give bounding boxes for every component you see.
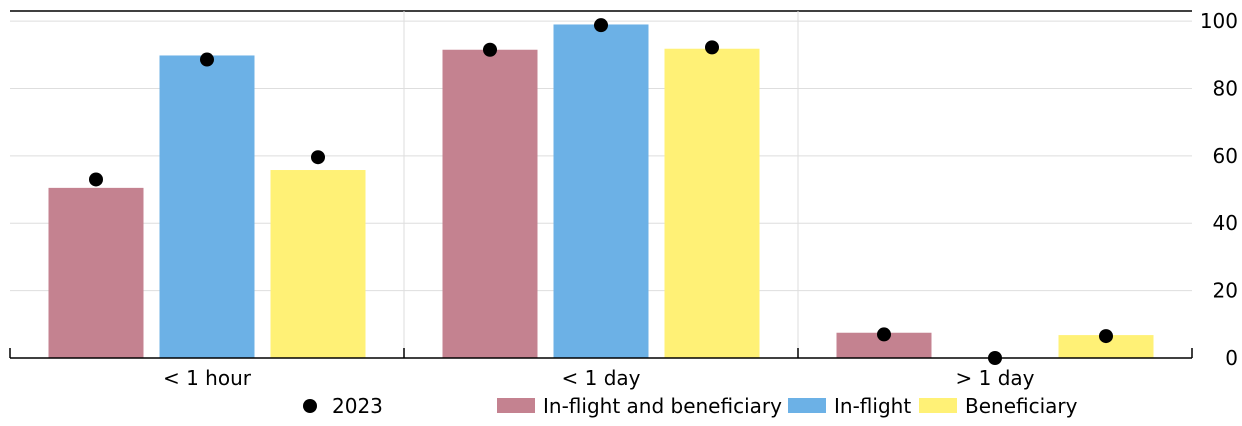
y-tick-label: 100: [1200, 9, 1238, 33]
y-tick-label: 40: [1213, 211, 1238, 235]
legend-label: Beneficiary: [965, 394, 1078, 418]
y-tick-label: 20: [1213, 279, 1238, 303]
y-tick-label: 80: [1213, 76, 1238, 100]
category-label: < 1 day: [562, 366, 641, 390]
bar: [442, 49, 538, 359]
overlay-dot-2023: [483, 42, 497, 57]
legend-label: In-flight and beneficiary: [543, 394, 782, 418]
bar: [270, 170, 366, 358]
bar: [1058, 335, 1154, 358]
legend-label-2023: 2023: [332, 394, 383, 418]
y-tick-label: 0: [1225, 346, 1238, 370]
legend-swatch: [788, 398, 826, 413]
bars: [48, 24, 1154, 359]
overlay-dot-2023: [594, 18, 608, 33]
overlay-dot-2023: [200, 52, 214, 67]
legend-swatch: [919, 398, 957, 413]
legend-marker-2023: [303, 399, 317, 413]
category-label: < 1 hour: [163, 366, 252, 390]
legend-swatch: [497, 398, 535, 413]
y-axis-ticks: 0 20 40 60 80 100: [1200, 9, 1238, 370]
overlay-dot-2023: [311, 150, 325, 165]
legend-label: In-flight: [834, 394, 911, 418]
overlay-dot-2023: [89, 172, 103, 187]
y-tick-label: 60: [1213, 144, 1238, 168]
overlay-dot-2023: [705, 40, 719, 55]
overlay-dot-2023: [1099, 329, 1113, 344]
bar: [159, 55, 255, 358]
bar: [553, 24, 649, 358]
bar: [664, 48, 760, 358]
overlay-dot-2023: [877, 327, 891, 342]
legend: 2023 In-flight and beneficiary In-flight Be…: [303, 394, 1078, 418]
bar: [48, 187, 144, 358]
category-labels: < 1 hour < 1 day > 1 day: [163, 366, 1035, 390]
x-axis: [9, 348, 1193, 359]
category-label: > 1 day: [956, 366, 1035, 390]
